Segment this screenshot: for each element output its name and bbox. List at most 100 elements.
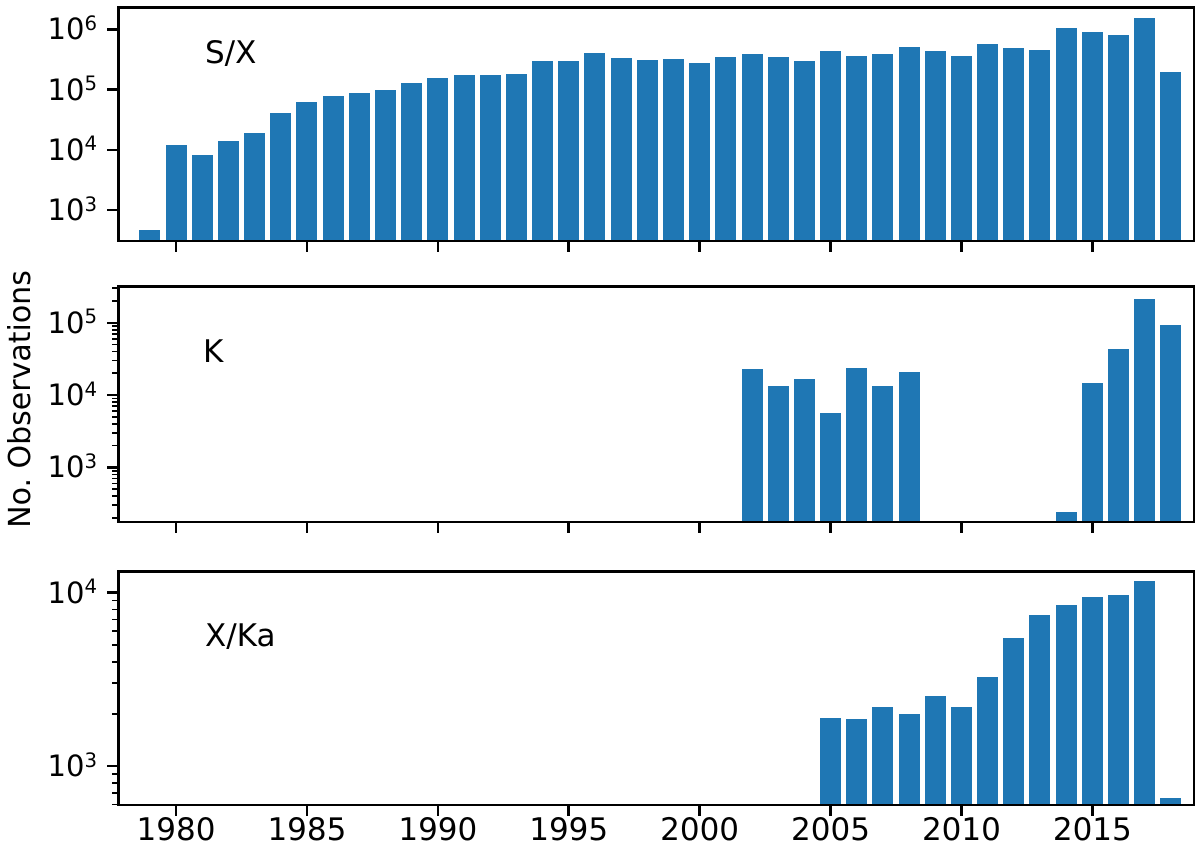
y-major-tick bbox=[107, 321, 117, 324]
panel-k: K bbox=[107, 285, 1195, 533]
bar-1995 bbox=[558, 61, 580, 242]
y-minor-tick bbox=[111, 473, 117, 476]
bar-2006 bbox=[846, 718, 868, 806]
y-minor-tick bbox=[111, 415, 117, 418]
bar-2010 bbox=[950, 706, 972, 806]
x-major-tick bbox=[1091, 242, 1094, 252]
x-major-tick bbox=[305, 806, 309, 816]
bar-2014 bbox=[1055, 604, 1077, 806]
bar-2005 bbox=[820, 50, 841, 242]
bar-1998 bbox=[636, 60, 658, 242]
y-minor-tick bbox=[111, 630, 117, 632]
bar-1985 bbox=[296, 101, 318, 242]
x-major-tick bbox=[698, 806, 701, 816]
y-minor-tick bbox=[111, 444, 117, 447]
bar-1988 bbox=[374, 89, 396, 242]
y-minor-tick bbox=[111, 608, 117, 611]
x-major-tick bbox=[436, 806, 440, 816]
bar-1986 bbox=[322, 96, 344, 242]
y-minor-tick bbox=[111, 599, 117, 602]
spine-left bbox=[117, 570, 120, 806]
bar-2018 bbox=[1160, 71, 1182, 242]
x-major-tick bbox=[174, 242, 178, 252]
x-major-tick bbox=[567, 242, 570, 252]
panel-xka: X/Ka bbox=[107, 570, 1195, 816]
x-major-tick bbox=[1091, 523, 1094, 533]
bar-2011 bbox=[977, 43, 999, 242]
bar-2009 bbox=[924, 695, 946, 806]
x-major-tick bbox=[829, 523, 832, 533]
y-tick-label-1e5: 105 bbox=[47, 305, 97, 340]
y-minor-tick bbox=[111, 372, 117, 375]
bar-2007 bbox=[872, 385, 894, 523]
bar-2016 bbox=[1108, 349, 1129, 523]
x-tick-label-2005: 2005 bbox=[791, 812, 870, 848]
bar-2016 bbox=[1108, 35, 1129, 242]
x-major-tick bbox=[174, 523, 178, 533]
y-minor-tick bbox=[111, 618, 117, 621]
y-major-tick bbox=[107, 88, 117, 91]
spine-right bbox=[1192, 6, 1195, 242]
bar-1982 bbox=[217, 141, 239, 242]
y-minor-tick bbox=[111, 482, 117, 485]
bar-2018 bbox=[1160, 325, 1182, 523]
bar-1996 bbox=[584, 53, 606, 242]
x-major-tick bbox=[829, 806, 832, 816]
bar-2005 bbox=[820, 413, 841, 523]
bar-2004 bbox=[793, 60, 815, 242]
bar-2008 bbox=[898, 371, 920, 523]
bar-2015 bbox=[1081, 596, 1103, 806]
y-minor-tick bbox=[111, 488, 117, 491]
bar-2007 bbox=[872, 54, 894, 242]
y-major-tick bbox=[107, 28, 117, 31]
y-minor-tick bbox=[111, 422, 117, 425]
x-major-tick bbox=[960, 523, 963, 533]
bar-1993 bbox=[505, 73, 527, 242]
bar-2008 bbox=[898, 47, 920, 242]
y-minor-tick bbox=[111, 660, 117, 663]
bar-2013 bbox=[1029, 615, 1051, 806]
bar-1981 bbox=[191, 155, 213, 242]
bar-2010 bbox=[950, 55, 972, 242]
y-tick-label-1e3: 103 bbox=[47, 449, 97, 485]
x-tick-label-1980: 1980 bbox=[136, 812, 216, 848]
bar-2004 bbox=[793, 379, 815, 523]
y-minor-tick bbox=[111, 432, 117, 434]
bar-2008 bbox=[898, 713, 920, 806]
y-minor-tick bbox=[111, 328, 117, 331]
y-major-tick bbox=[107, 148, 117, 151]
x-major-tick bbox=[436, 523, 440, 533]
bar-2001 bbox=[715, 56, 737, 242]
panel-label-xka: X/Ka bbox=[205, 618, 276, 654]
x-major-tick bbox=[829, 242, 832, 252]
y-minor-tick bbox=[111, 359, 117, 362]
x-tick-label-1995: 1995 bbox=[529, 812, 609, 848]
spine-right bbox=[1192, 285, 1195, 523]
bar-1984 bbox=[270, 112, 292, 242]
x-major-tick bbox=[567, 523, 570, 533]
y-minor-tick bbox=[111, 469, 117, 472]
spine-bottom bbox=[117, 239, 1195, 242]
x-major-tick bbox=[305, 242, 309, 252]
y-minor-tick bbox=[111, 401, 117, 403]
y-minor-tick bbox=[111, 343, 117, 346]
x-major-tick bbox=[960, 806, 963, 816]
bar-2014 bbox=[1055, 28, 1077, 242]
bar-2015 bbox=[1081, 383, 1103, 523]
bar-2002 bbox=[741, 54, 763, 242]
spine-top bbox=[117, 570, 1195, 573]
y-tick-label-1e4: 104 bbox=[47, 132, 97, 167]
panel-label-k: K bbox=[203, 334, 224, 370]
y-major-tick bbox=[107, 393, 117, 397]
bar-2006 bbox=[846, 55, 868, 242]
y-tick-label-1e6: 106 bbox=[47, 11, 97, 47]
y-tick-label-1e3: 103 bbox=[47, 192, 97, 227]
bar-1991 bbox=[453, 75, 475, 242]
bar-2017 bbox=[1134, 580, 1156, 806]
x-major-tick bbox=[174, 806, 178, 816]
bar-2003 bbox=[767, 56, 789, 242]
bar-2012 bbox=[1003, 637, 1025, 806]
bar-1999 bbox=[662, 59, 684, 242]
bar-2012 bbox=[1003, 48, 1025, 242]
